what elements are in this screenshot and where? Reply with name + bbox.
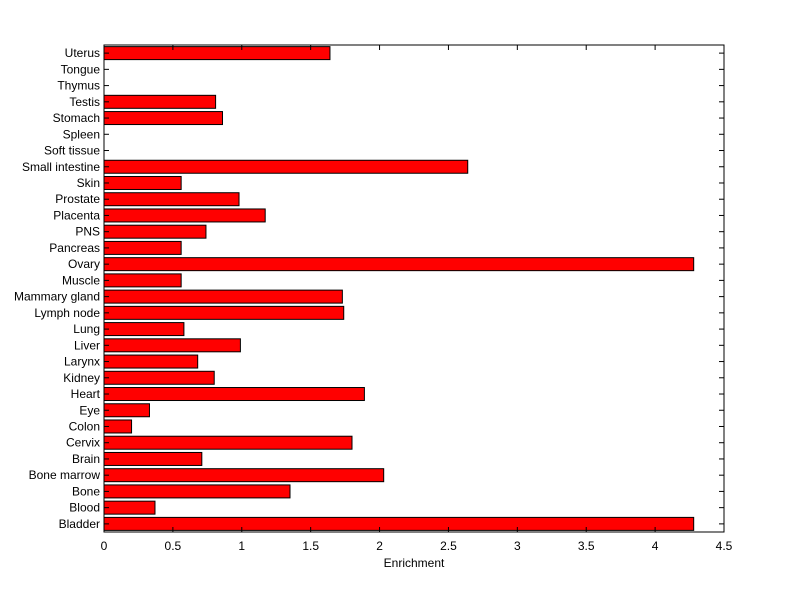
- bar-testis: [103, 94, 217, 109]
- xtick-label-3: 3: [514, 539, 521, 553]
- bars-layer: [103, 46, 695, 531]
- category-label-pancreas: Pancreas: [49, 241, 100, 255]
- category-label-lymph-node: Lymph node: [34, 306, 100, 320]
- plot-frame: [103, 44, 725, 533]
- category-label-bone-marrow: Bone marrow: [29, 468, 101, 482]
- xtick-label-1-5: 1.5: [302, 539, 319, 553]
- category-label-skin: Skin: [77, 176, 100, 190]
- bar-brain: [103, 451, 203, 466]
- category-label-bladder: Bladder: [59, 517, 100, 531]
- category-label-small-intestine: Small intestine: [22, 160, 100, 174]
- category-label-lung: Lung: [73, 322, 100, 336]
- category-label-kidney: Kidney: [63, 371, 100, 385]
- category-label-heart: Heart: [71, 387, 101, 401]
- bar-kidney: [103, 370, 215, 385]
- category-label-spleen: Spleen: [63, 127, 100, 141]
- category-label-larynx: Larynx: [64, 355, 100, 369]
- category-label-mammary-gland: Mammary gland: [14, 290, 100, 304]
- xtick-label-0: 0: [101, 539, 108, 553]
- bar-stomach: [103, 111, 223, 126]
- category-label-ovary: Ovary: [68, 257, 100, 271]
- xtick-label-1: 1: [238, 539, 245, 553]
- xtick-label-0-5: 0.5: [165, 539, 182, 553]
- category-label-prostate: Prostate: [55, 192, 100, 206]
- category-label-uterus: Uterus: [65, 46, 100, 60]
- bar-lung: [103, 322, 185, 337]
- bar-mammary-gland: [103, 289, 343, 304]
- xtick-label-4: 4: [652, 539, 659, 553]
- category-label-muscle: Muscle: [62, 273, 100, 287]
- bar-heart: [103, 387, 365, 402]
- category-label-eye: Eye: [79, 403, 100, 417]
- category-label-tongue: Tongue: [61, 62, 101, 76]
- xtick-label-2-5: 2.5: [440, 539, 457, 553]
- bar-liver: [103, 338, 241, 353]
- category-label-testis: Testis: [69, 95, 100, 109]
- bar-bone-marrow: [103, 468, 385, 483]
- category-label-pns: PNS: [75, 225, 100, 239]
- xtick-label-3-5: 3.5: [578, 539, 595, 553]
- bar-prostate: [103, 192, 240, 207]
- bar-skin: [103, 175, 182, 190]
- bar-placenta: [103, 208, 266, 223]
- x-axis-label: Enrichment: [384, 556, 445, 570]
- bar-bone: [103, 484, 291, 499]
- xtick-label-2: 2: [376, 539, 383, 553]
- category-label-stomach: Stomach: [53, 111, 100, 125]
- bar-cervix: [103, 435, 353, 450]
- category-labels: Bladder Blood Bone Bone marrow Brain Cervix Co…: [14, 46, 101, 531]
- bar-muscle: [103, 273, 182, 288]
- x-tick-labels: 0 0.5 1 1.5 2 2.5 3 3.5 4 4.5: [101, 539, 733, 553]
- xtick-label-4-5: 4.5: [716, 539, 733, 553]
- bar-bladder: [103, 516, 695, 531]
- bar-blood: [103, 500, 156, 515]
- bar-ovary: [103, 257, 695, 272]
- category-label-bone: Bone: [72, 484, 100, 498]
- category-label-cervix: Cervix: [66, 436, 100, 450]
- bar-lymph-node: [103, 305, 345, 320]
- ticks-layer: [103, 45, 725, 532]
- category-label-liver: Liver: [74, 338, 100, 352]
- category-label-brain: Brain: [72, 452, 100, 466]
- bar-pns: [103, 224, 207, 239]
- category-label-soft-tissue: Soft tissue: [44, 144, 100, 158]
- bar-larynx: [103, 354, 199, 369]
- category-label-blood: Blood: [69, 501, 100, 515]
- category-label-placenta: Placenta: [53, 208, 100, 222]
- bar-eye: [103, 403, 150, 418]
- bar-pancreas: [103, 240, 182, 255]
- bar-small-intestine: [103, 159, 469, 174]
- category-label-colon: Colon: [69, 419, 100, 433]
- category-label-thymus: Thymus: [57, 79, 100, 93]
- bar-uterus: [103, 46, 331, 61]
